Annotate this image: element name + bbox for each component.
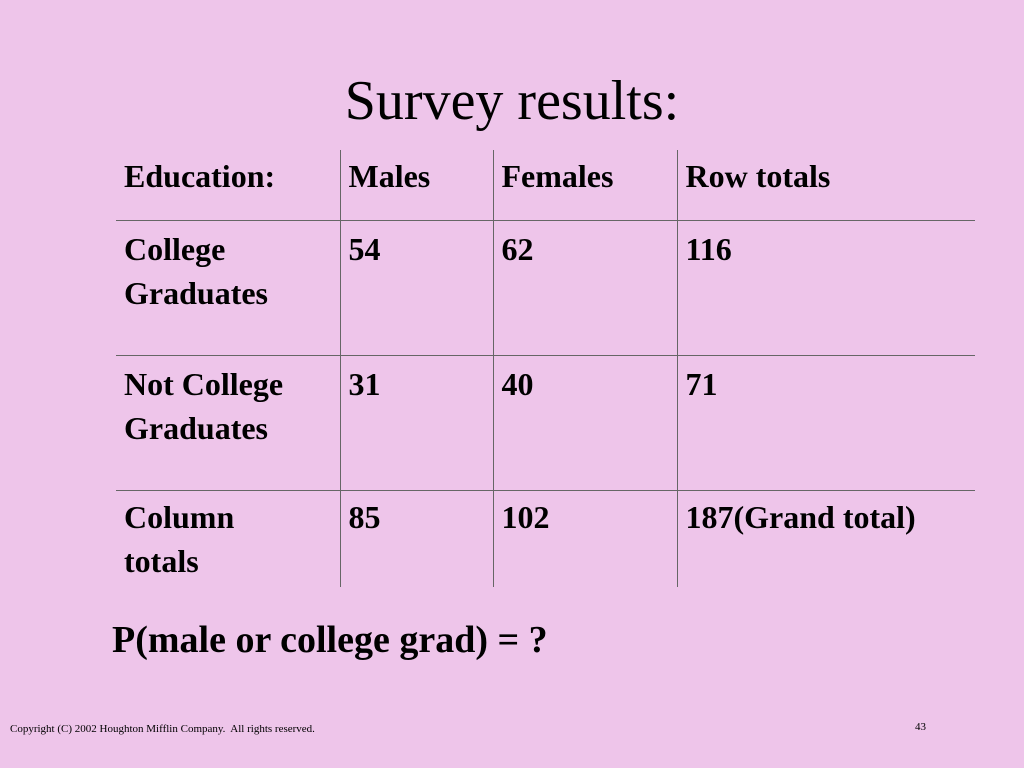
table-cell: 71 xyxy=(676,355,975,491)
question: P(male or college grad) = ? xyxy=(112,619,548,661)
table-row: Not College Graduates 31 40 71 xyxy=(116,355,975,491)
title: Survey results: xyxy=(344,70,680,132)
table-cell: College Graduates xyxy=(116,220,340,356)
table-cell: 62 xyxy=(492,220,677,356)
table-cell: Column totals xyxy=(124,498,235,579)
table-cell: 85 xyxy=(339,490,493,587)
survey-table: Education: Males Females Row totals College … xyxy=(116,150,975,587)
copyright: Copyright (C) 2002 Houghton Mifflin Comp… xyxy=(10,723,315,735)
table-cell: Males xyxy=(339,150,493,221)
table-cell: Not College Graduates xyxy=(116,355,340,491)
table-cell: 116 xyxy=(676,220,975,356)
table-cell: 31 xyxy=(339,355,493,491)
page-number: 43 xyxy=(915,721,926,733)
table-cell: Row totals xyxy=(676,150,975,221)
table-cell: 187(Grand total) xyxy=(676,490,975,587)
table-row: Column totals 85 102 187(Grand total) xyxy=(116,490,975,587)
table-cell: 40 xyxy=(492,355,677,491)
table-cell: Education: xyxy=(116,150,340,221)
table-row: College Graduates 54 62 116 xyxy=(116,220,975,356)
table-cell: 102 xyxy=(492,490,677,587)
table-cell: 54 xyxy=(339,220,493,356)
table-cell: Females xyxy=(492,150,677,221)
table-row: Education: Males Females Row totals xyxy=(116,150,975,221)
